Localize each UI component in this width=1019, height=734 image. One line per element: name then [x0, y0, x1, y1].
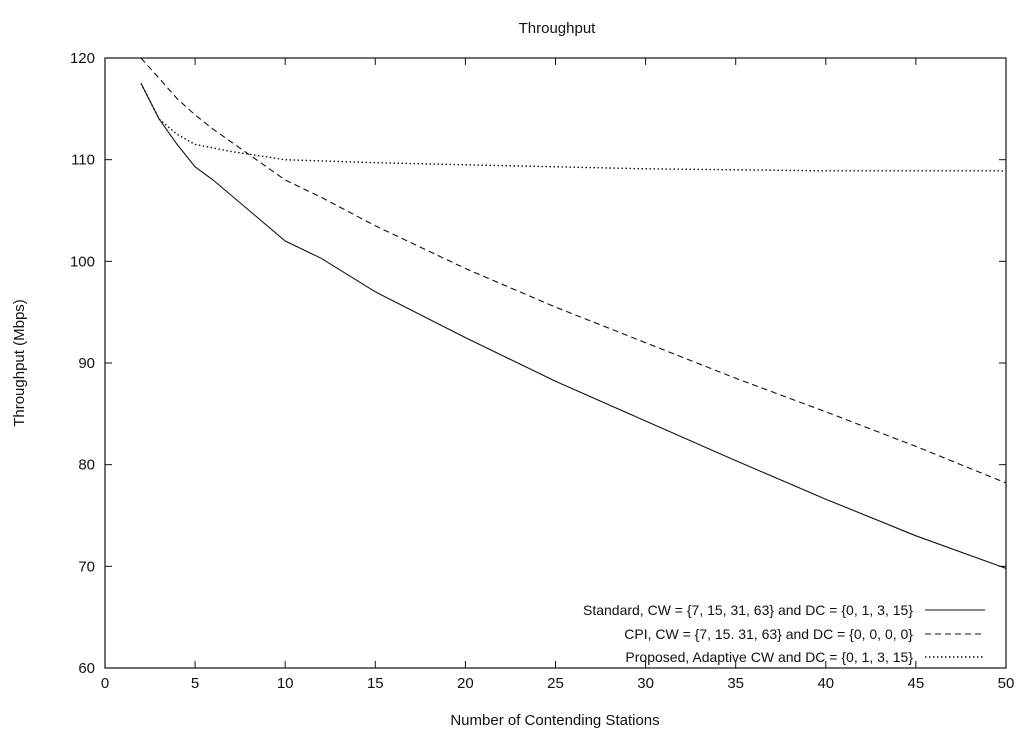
x-tick-label-0: 0 [101, 675, 109, 692]
x-tick-label-10: 10 [277, 675, 294, 692]
y-axis-label: Throughput (Mbps) [11, 299, 28, 427]
y-tick-label-120: 120 [70, 50, 95, 67]
y-tick-label-60: 60 [78, 660, 95, 677]
x-tick-label-5: 5 [191, 675, 199, 692]
legend-label-3: Proposed, Adaptive CW and DC = {0, 1, 3,… [625, 649, 913, 665]
chart-title: Throughput [519, 20, 597, 37]
series-line-2 [140, 57, 1007, 484]
y-tick-label-70: 70 [78, 558, 95, 575]
series-lines [140, 57, 1007, 569]
y-tick-label-110: 110 [71, 152, 95, 169]
plot-frame [104, 57, 1007, 669]
axis-ticks: 0 5 10 15 20 25 30 35 40 45 50 60 70 80 90 100 110 120 [70, 50, 1014, 692]
x-tick-label-30: 30 [637, 675, 654, 692]
x-tick-label-35: 35 [727, 675, 744, 692]
x-tick-label-15: 15 [367, 675, 384, 692]
y-tick-label-90: 90 [78, 355, 95, 372]
legend-label-2: CPI, CW = {7, 15. 31, 63} and DC = {0, 0… [624, 626, 913, 642]
y-tick-label-100: 100 [70, 253, 95, 270]
x-tick-label-45: 45 [908, 675, 925, 692]
x-tick-label-20: 20 [457, 675, 474, 692]
series-line-3 [140, 83, 1006, 172]
x-tick-label-40: 40 [817, 675, 834, 692]
x-axis-label: Number of Contending Stations [450, 712, 659, 729]
legend-label-1: Standard, CW = {7, 15, 31, 63} and DC = … [583, 602, 913, 618]
series-line-1 [140, 83, 1007, 569]
x-tick-label-50: 50 [998, 675, 1015, 692]
y-tick-label-80: 80 [78, 457, 95, 474]
legend: Standard, CW = {7, 15, 31, 63} and DC = … [583, 602, 985, 665]
x-tick-label-25: 25 [547, 675, 564, 692]
